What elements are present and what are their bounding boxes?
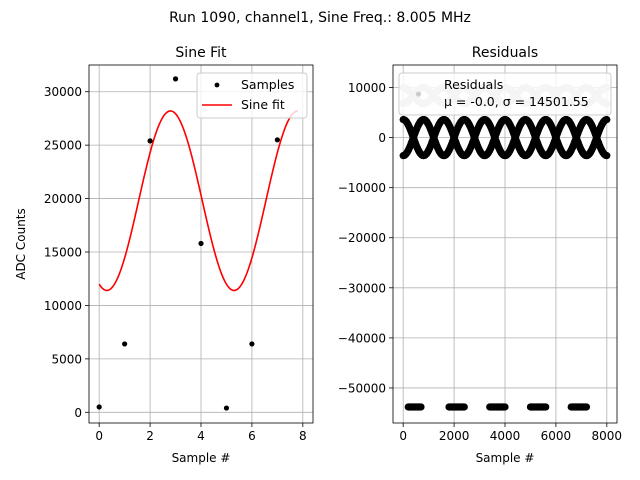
sine-fit-axes: 0 2 4 6 8 0 5000 10000 15000 20000 25000 30000 bbox=[44, 64, 314, 443]
y-tick-label: 10000 bbox=[44, 299, 82, 313]
sample-point bbox=[147, 138, 153, 144]
sine-fit-line bbox=[98, 110, 298, 292]
residual-low-point bbox=[582, 403, 591, 411]
x-tick-label: 8 bbox=[299, 429, 307, 443]
axes-frame bbox=[88, 64, 314, 424]
residuals-xlabel: Sample # bbox=[476, 451, 535, 465]
x-tick-label: 2000 bbox=[439, 429, 470, 443]
figure-suptitle: Run 1090, channel1, Sine Freq.: 8.005 MH… bbox=[169, 10, 471, 26]
y-tick-label: 0 bbox=[74, 406, 82, 420]
residuals-legend: Residuals μ = -0.0, σ = 14501.55 bbox=[398, 72, 612, 116]
y-tick-label: −40000 bbox=[338, 331, 386, 345]
y-tick-label: −30000 bbox=[338, 281, 386, 295]
x-tick-label: 6 bbox=[248, 429, 256, 443]
sine-fit-curve-layer bbox=[98, 110, 298, 292]
residual-low-point bbox=[542, 403, 550, 411]
sample-point bbox=[198, 240, 204, 247]
y-tick-label: 10000 bbox=[348, 81, 386, 95]
x-tick-label: 8000 bbox=[592, 429, 623, 443]
sample-point bbox=[122, 341, 128, 347]
sine-fit-panel: Sine Fit 0 2 4 6 8 0 5000 10000 15000 20000 25000 3… bbox=[14, 45, 314, 465]
residual-low-point bbox=[501, 403, 509, 411]
residuals-legend-box bbox=[398, 72, 612, 116]
sine-fit-legend-box bbox=[196, 72, 308, 119]
legend-residuals-label: Residuals bbox=[444, 77, 503, 92]
sample-point bbox=[96, 404, 102, 410]
sample-point bbox=[172, 76, 179, 82]
y-tick-label: −20000 bbox=[338, 231, 386, 245]
sine-fit-title: Sine Fit bbox=[175, 45, 227, 61]
sine-fit-legend: Samples Sine fit bbox=[196, 72, 308, 119]
x-tick-label: 0 bbox=[95, 429, 103, 443]
residual-point bbox=[603, 152, 611, 160]
sine-fit-xlabel: Sample # bbox=[172, 451, 231, 465]
y-tick-label: 5000 bbox=[51, 352, 82, 366]
sample-point bbox=[274, 137, 280, 143]
residual-low-point bbox=[417, 403, 425, 411]
residual-low-point bbox=[460, 403, 468, 411]
residuals-panel: Residuals 0 2000 4000 6000 8000 −50000 −40000 −… bbox=[338, 45, 622, 465]
y-tick-label: 30000 bbox=[44, 85, 82, 99]
sine-fit-grid bbox=[89, 65, 313, 423]
legend-samples-label: Samples bbox=[241, 77, 294, 92]
y-tick-label: 0 bbox=[378, 131, 386, 145]
y-tick-label: 20000 bbox=[44, 192, 82, 206]
legend-samples-marker bbox=[214, 82, 220, 88]
sample-point bbox=[223, 405, 230, 411]
x-tick-label: 6000 bbox=[541, 429, 572, 443]
residuals-title: Residuals bbox=[472, 45, 538, 61]
x-tick-label: 4000 bbox=[490, 429, 521, 443]
sine-fit-samples-layer bbox=[96, 76, 280, 411]
y-tick-label: 15000 bbox=[44, 246, 82, 260]
axes-frame bbox=[392, 64, 618, 424]
y-tick-label: 25000 bbox=[44, 139, 82, 153]
legend-sine-fit-label: Sine fit bbox=[241, 97, 285, 112]
residuals-axes: 0 2000 4000 6000 8000 −50000 −40000 −30000 −2000… bbox=[338, 64, 623, 443]
y-tick-label: −10000 bbox=[338, 181, 386, 195]
sine-fit-ylabel: ADC Counts bbox=[14, 208, 28, 280]
legend-residuals-stats: μ = -0.0, σ = 14501.55 bbox=[444, 94, 589, 109]
x-tick-label: 0 bbox=[399, 429, 407, 443]
x-tick-label: 4 bbox=[197, 429, 205, 443]
x-tick-label: 2 bbox=[146, 429, 154, 443]
y-tick-label: −50000 bbox=[338, 381, 386, 395]
sample-point bbox=[249, 341, 255, 347]
residual-point bbox=[603, 115, 611, 124]
